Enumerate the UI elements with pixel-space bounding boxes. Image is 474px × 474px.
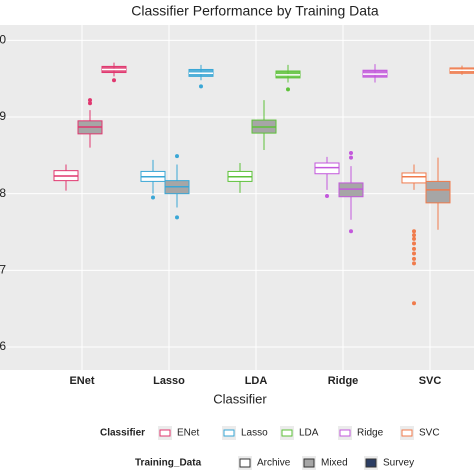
x-tick-label: LDA [245, 375, 268, 387]
y-tick-label: 1.0 [0, 33, 6, 47]
outlier [175, 215, 179, 220]
legend-label: Archive [257, 458, 291, 469]
box [338, 182, 364, 198]
legend-swatch [223, 429, 235, 437]
legend-swatch [239, 458, 251, 468]
chart-title: Classifier Performance by Training Data [131, 3, 379, 19]
outlier [412, 229, 416, 234]
y-tick-label: 0.8 [0, 186, 6, 200]
outlier [349, 155, 353, 160]
legend-label: Survey [383, 458, 414, 469]
legend-title: Training_Data [135, 458, 202, 469]
legend-title: Classifier [100, 428, 145, 439]
outlier [349, 229, 353, 234]
outlier [412, 233, 416, 238]
legend-swatch [339, 429, 351, 437]
x-tick-label: SVC [419, 375, 442, 387]
legend-label: SVC [419, 428, 440, 439]
legend-swatch [303, 458, 315, 468]
legend-label: LDA [299, 428, 319, 439]
outlier [412, 251, 416, 256]
outlier [412, 261, 416, 266]
legend-label: ENet [177, 428, 199, 439]
y-tick-label: 0.9 [0, 109, 6, 123]
x-tick-label: Ridge [328, 375, 359, 387]
outlier [286, 87, 290, 92]
legend-swatch [159, 429, 171, 437]
outlier [349, 151, 353, 156]
outlier [199, 84, 203, 89]
box [314, 162, 340, 175]
outlier [412, 256, 416, 261]
outlier [325, 193, 329, 198]
x-tick-label: ENet [69, 375, 94, 387]
outlier [412, 241, 416, 246]
outlier [175, 154, 179, 159]
legend-label: Lasso [241, 428, 268, 439]
outlier [88, 98, 92, 103]
box [401, 172, 427, 184]
outlier [112, 78, 116, 83]
legend-label: Ridge [357, 428, 384, 439]
y-tick-label: 0.6 [0, 339, 6, 353]
outlier [88, 101, 92, 106]
x-tick-label: Lasso [153, 375, 185, 387]
legend-swatch [365, 458, 377, 468]
x-axis-label: Classifier [213, 391, 267, 406]
legend-label: Mixed [321, 458, 348, 469]
legend-swatch [281, 429, 293, 437]
box [425, 180, 451, 204]
outlier [412, 236, 416, 241]
legend-swatch [401, 429, 413, 437]
outlier [151, 195, 155, 200]
outlier [412, 301, 416, 306]
plot-background [0, 25, 474, 370]
outlier [412, 246, 416, 251]
y-tick-label: 0.7 [0, 263, 6, 277]
